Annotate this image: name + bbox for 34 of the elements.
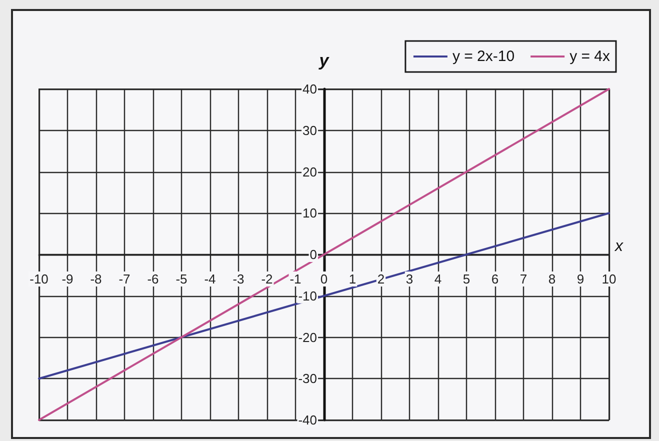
x-tick-label: 10 xyxy=(602,272,616,286)
y-tick-label: -40 xyxy=(298,412,317,428)
x-tick-label: -5 xyxy=(176,272,188,286)
x-tick-label: -2 xyxy=(261,272,273,286)
x-axis-title: x xyxy=(614,238,624,255)
y-tick-label: 30 xyxy=(302,122,317,138)
x-tick-label: -1 xyxy=(290,272,302,286)
y-axis-title: y xyxy=(318,51,330,70)
y-tick-label: 40 xyxy=(302,82,317,96)
x-tick-label: -4 xyxy=(204,272,216,286)
legend-label: y = 2x-10 xyxy=(452,48,515,65)
x-tick-label: 5 xyxy=(462,272,470,286)
y-tick-label: 10 xyxy=(302,206,317,221)
x-tick-label: 9 xyxy=(576,272,584,286)
x-tick-label: 8 xyxy=(548,272,556,286)
y-tick-label: -10 xyxy=(298,288,317,304)
x-tick-label: -8 xyxy=(90,272,102,286)
y-tick-label: 0 xyxy=(310,247,317,262)
x-tick-label: 4 xyxy=(434,272,442,286)
y-tick-label: -30 xyxy=(298,371,317,386)
x-tick-label: 7 xyxy=(520,272,528,286)
x-tick-label: -10 xyxy=(30,272,48,286)
x-tick-label: -3 xyxy=(232,272,244,286)
x-tick-label: 2 xyxy=(377,272,385,286)
x-tick-label: -9 xyxy=(62,272,74,286)
x-tick-label: 6 xyxy=(491,272,499,286)
x-tick-label: 1 xyxy=(348,272,356,286)
x-tick-label: 3 xyxy=(406,272,414,286)
x-tick-label: 0 xyxy=(320,272,328,286)
y-tick-label: -20 xyxy=(298,330,317,345)
legend-label: y = 4x xyxy=(570,48,610,65)
x-tick-label: -6 xyxy=(147,272,159,286)
y-tick-label: 20 xyxy=(302,164,317,180)
x-tick-label: -7 xyxy=(118,272,130,286)
